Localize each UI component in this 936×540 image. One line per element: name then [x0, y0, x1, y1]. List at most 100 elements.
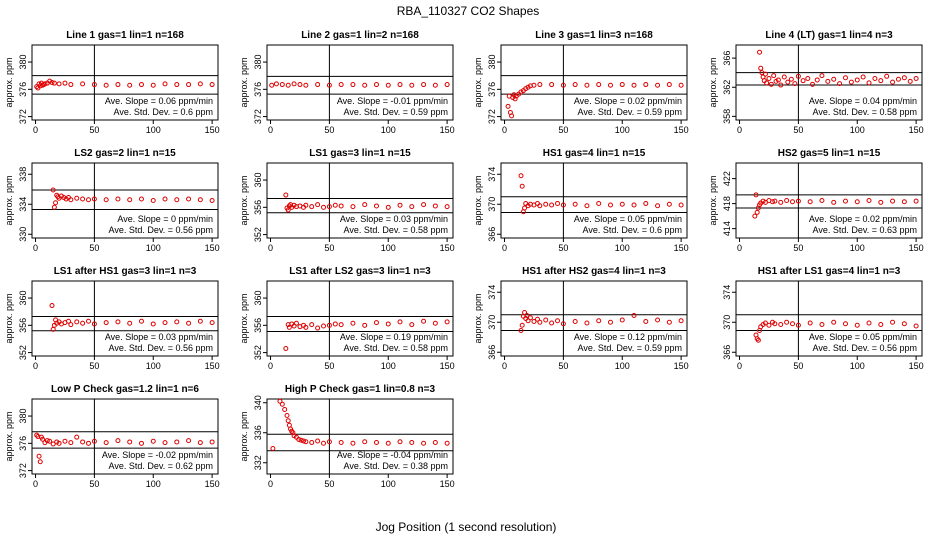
stat-annotation: Ave. Slope = 0.03 ppm/min: [340, 214, 448, 224]
data-point: [518, 173, 524, 179]
data-point: [778, 322, 784, 327]
data-point: [543, 201, 549, 207]
data-point: [842, 198, 848, 204]
x-tick-label: 50: [558, 125, 568, 135]
y-tick-label: 422: [722, 171, 732, 186]
stat-annotation: Ave. Slope = -0.01 ppm/min: [337, 96, 448, 106]
y-tick-label: 376: [253, 82, 263, 97]
data-point: [291, 81, 297, 87]
y-tick-label: 360: [18, 291, 28, 306]
data-point: [655, 203, 661, 209]
data-point: [385, 204, 391, 210]
y-tick-label: 352: [253, 227, 263, 242]
data-point: [655, 82, 661, 88]
data-point: [854, 77, 860, 83]
data-point: [525, 318, 531, 324]
data-point: [543, 317, 549, 323]
data-point: [769, 199, 775, 205]
data-point: [522, 310, 528, 315]
data-point: [283, 192, 289, 198]
data-point: [810, 81, 816, 87]
y-axis-label: approx. ppm: [473, 175, 483, 225]
data-point: [373, 440, 379, 445]
y-axis-label: approx. ppm: [4, 175, 14, 225]
data-point: [901, 321, 907, 327]
x-tick-label: 100: [850, 361, 865, 371]
stat-annotation: Ave. Std. Dev. = 0.56 ppm: [109, 343, 213, 353]
data-point: [560, 321, 566, 327]
x-tick-label: 150: [205, 361, 220, 371]
data-point: [279, 401, 285, 407]
x-tick-label: 100: [146, 243, 161, 253]
data-point: [607, 319, 613, 325]
data-point: [444, 319, 450, 325]
x-tick-label: 0: [737, 243, 742, 253]
data-point: [505, 103, 511, 109]
stat-annotation: Ave. Std. Dev. = 0.58 ppm: [344, 343, 448, 353]
stat-annotation: Ave. Std. Dev. = 0.6 ppm: [583, 225, 682, 235]
data-point: [772, 198, 778, 204]
data-point: [279, 82, 285, 88]
y-tick-label: 372: [487, 109, 497, 124]
data-point: [326, 322, 332, 328]
data-point: [866, 198, 872, 203]
stat-annotation: Ave. Slope = 0.02 ppm/min: [574, 96, 682, 106]
plot-frame: [500, 44, 688, 121]
data-point: [290, 430, 296, 436]
data-point: [80, 320, 86, 326]
data-point: [831, 319, 837, 325]
data-point: [49, 303, 55, 309]
data-point: [286, 324, 292, 330]
y-tick-label: 372: [18, 109, 28, 124]
data-point: [584, 203, 590, 209]
data-point: [326, 439, 332, 445]
x-tick-label: 150: [674, 125, 689, 135]
stat-annotation: Ave. Slope = 0.05 ppm/min: [574, 214, 682, 224]
data-point: [619, 82, 625, 88]
y-tick-label: 334: [18, 197, 28, 212]
data-point: [74, 434, 80, 440]
data-point: [321, 204, 327, 210]
data-point: [555, 201, 561, 206]
x-tick-label: 150: [205, 125, 220, 135]
y-tick-label: 370: [722, 315, 732, 330]
stat-annotation: Ave. Slope = 0.02 ppm/min: [809, 214, 917, 224]
data-point: [754, 209, 760, 215]
data-point: [296, 437, 302, 442]
data-point: [350, 82, 356, 88]
y-tick-label: 374: [487, 285, 497, 300]
data-point: [884, 73, 890, 79]
data-point: [47, 438, 53, 444]
y-tick-label: 366: [487, 227, 497, 242]
y-tick-label: 340: [253, 395, 263, 410]
x-tick-label: 0: [268, 125, 273, 135]
y-tick-label: 380: [487, 55, 497, 70]
data-point: [385, 440, 391, 446]
data-point: [36, 453, 42, 459]
data-point: [283, 346, 289, 351]
data-point: [643, 201, 649, 206]
data-point: [878, 199, 884, 205]
stat-annotation: Ave. Slope = 0.19 ppm/min: [340, 332, 448, 342]
y-axis-label: approx. ppm: [239, 411, 249, 461]
y-axis-label: approx. ppm: [239, 293, 249, 343]
data-point: [293, 320, 299, 326]
x-tick-label: 50: [89, 361, 99, 371]
x-tick-label: 150: [205, 243, 220, 253]
data-point: [115, 438, 121, 444]
y-axis-label: approx. ppm: [239, 57, 249, 107]
stat-annotation: Ave. Std. Dev. = 0.6 ppm: [114, 107, 213, 117]
stat-annotation: Ave. Slope = 0 ppm/min: [117, 214, 213, 224]
stat-annotation: Ave. Std. Dev. = 0.58 ppm: [344, 225, 448, 235]
data-point: [50, 441, 56, 447]
data-point: [901, 75, 907, 81]
data-point: [282, 407, 288, 412]
data-point: [766, 322, 772, 328]
data-point: [209, 198, 215, 203]
stat-annotation: Ave. Slope = -0.04 ppm/min: [337, 450, 448, 460]
data-point: [842, 75, 848, 81]
data-point: [91, 438, 97, 444]
data-point: [584, 320, 590, 326]
panel-14: High P Check gas=1 lin=0.8 n=3 0 50 100 150 3…: [239, 384, 455, 489]
